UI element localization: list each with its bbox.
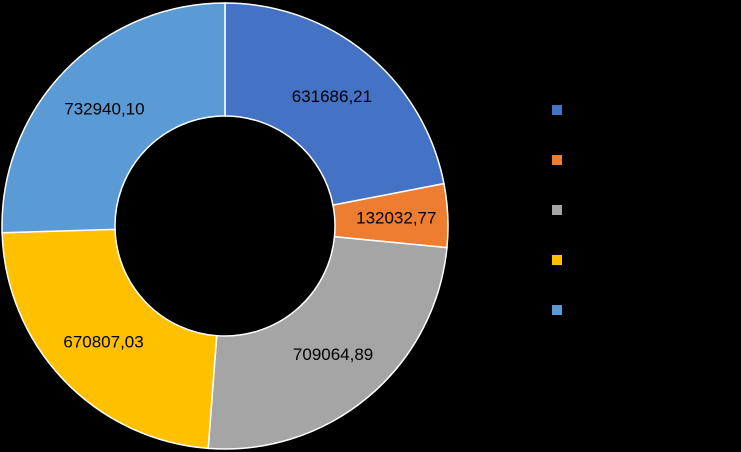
data-label-1: 631686,21 bbox=[292, 87, 372, 106]
doughnut-slice-1 bbox=[224, 2, 445, 206]
data-labels: 631686,21 132032,77 709064,89 670807,03 7329… bbox=[63, 87, 436, 364]
data-label-2: 132032,77 bbox=[356, 208, 436, 227]
doughnut-slice-3 bbox=[207, 235, 448, 450]
legend-marker-4 bbox=[552, 255, 562, 265]
doughnut-slice-4 bbox=[1, 228, 218, 450]
legend bbox=[552, 105, 562, 315]
legend-marker-1 bbox=[552, 105, 562, 115]
legend-marker-5 bbox=[552, 305, 562, 315]
doughnut-slices bbox=[1, 2, 449, 450]
data-label-4: 670807,03 bbox=[63, 333, 143, 352]
data-label-5: 732940,10 bbox=[64, 100, 144, 119]
legend-marker-2 bbox=[552, 155, 562, 165]
doughnut-slice-5 bbox=[1, 2, 226, 234]
data-label-3: 709064,89 bbox=[293, 345, 373, 364]
legend-marker-3 bbox=[552, 205, 562, 215]
